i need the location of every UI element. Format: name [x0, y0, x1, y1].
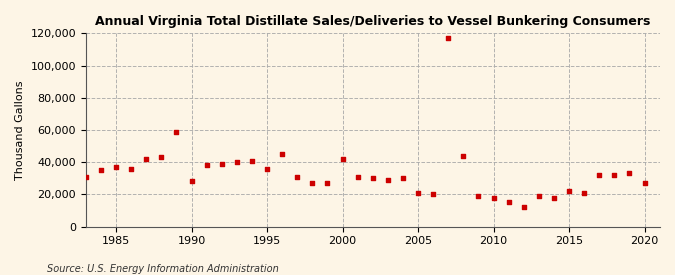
Point [367, 176, 378, 180]
Point [232, 160, 242, 164]
Point [156, 155, 167, 160]
Point [96, 168, 107, 172]
Point [277, 152, 288, 156]
Point [458, 153, 468, 158]
Point [549, 195, 560, 200]
Point [473, 194, 484, 198]
Point [412, 191, 423, 195]
Point [292, 174, 302, 179]
Point [639, 181, 650, 185]
Point [398, 176, 408, 180]
Point [262, 166, 273, 171]
Point [518, 205, 529, 209]
Point [141, 157, 152, 161]
Text: Source: U.S. Energy Information Administration: Source: U.S. Energy Information Administ… [47, 264, 279, 274]
Point [126, 166, 136, 171]
Point [201, 163, 212, 167]
Point [80, 174, 91, 179]
Title: Annual Virginia Total Distillate Sales/Deliveries to Vessel Bunkering Consumers: Annual Virginia Total Distillate Sales/D… [95, 15, 651, 28]
Point [624, 171, 635, 176]
Point [246, 158, 257, 163]
Point [609, 173, 620, 177]
Point [383, 178, 394, 182]
Point [578, 191, 589, 195]
Point [428, 192, 439, 197]
Point [564, 189, 574, 193]
Y-axis label: Thousand Gallons: Thousand Gallons [15, 80, 25, 180]
Point [443, 36, 454, 40]
Point [533, 194, 544, 198]
Point [594, 173, 605, 177]
Point [171, 129, 182, 134]
Point [322, 181, 333, 185]
Point [504, 200, 514, 205]
Point [352, 174, 363, 179]
Point [111, 165, 122, 169]
Point [488, 195, 499, 200]
Point [338, 157, 348, 161]
Point [307, 181, 318, 185]
Point [217, 161, 227, 166]
Point [186, 179, 197, 184]
